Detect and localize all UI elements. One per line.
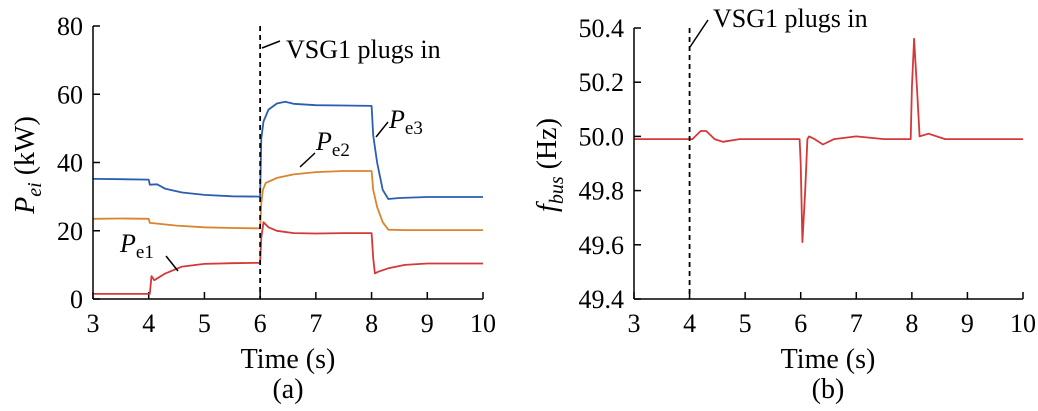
series-label-pe2: Pe2: [315, 127, 350, 161]
x-tick-label: 10: [470, 309, 496, 338]
x-tick-label: 4: [142, 309, 155, 338]
chart-a-y-tick-labels: 0 20 40 60 80: [57, 12, 83, 314]
chart-a-y-label: Pei (kW): [10, 116, 46, 215]
chart-b-y-tick-labels: 49.4 49.6 49.8 50.0 50.2 50.4: [579, 14, 625, 314]
x-tick-label: 6: [254, 309, 267, 338]
x-tick-label: 7: [850, 309, 863, 338]
chart-a-ticks: [92, 25, 484, 300]
chart-a-event-label: VSG1 plugs in: [286, 35, 441, 64]
chart-b-event-leader: [689, 19, 709, 48]
x-tick-label: 5: [739, 309, 752, 338]
y-tick-label: 80: [57, 12, 83, 41]
chart-b-y-label: fbus (Hz): [532, 118, 568, 212]
chart-b-caption: (b): [812, 374, 845, 405]
chart-b-series: [634, 37, 1023, 243]
x-tick-label: 8: [905, 309, 918, 338]
x-tick-label: 4: [683, 309, 696, 338]
x-tick-label: 3: [628, 309, 641, 338]
y-tick-label: 20: [57, 217, 83, 246]
x-tick-label: 7: [309, 309, 322, 338]
y-tick-label: 60: [57, 80, 83, 109]
leader-pe3: [375, 121, 389, 138]
chart-a-caption: (a): [272, 374, 303, 405]
chart-b: 3 4 5 6 7 8 9 10 49.4 49.6 49.8 50.0 50.2 50.4 VSG1 …: [532, 4, 1036, 405]
chart-b-x-tick-labels: 3 4 5 6 7 8 9 10: [628, 309, 1037, 338]
chart-a-x-label: Time (s): [241, 344, 336, 375]
x-tick-label: 3: [87, 309, 100, 338]
x-tick-label: 8: [365, 309, 378, 338]
leader-pe1: [165, 255, 179, 272]
y-tick-label: 40: [57, 149, 83, 178]
series-line-f-bus: [634, 37, 1023, 243]
chart-b-x-label: Time (s): [781, 344, 876, 375]
y-tick-label: 50.0: [579, 122, 625, 151]
chart-a: 3 4 5 6 7 8 9 10 0 20 40 60 80 VSG1 plugs in Pe3 Pe…: [10, 12, 496, 405]
y-tick-label: 49.6: [579, 231, 625, 260]
series-label-pe3: Pe3: [388, 105, 423, 139]
y-tick-label: 50.4: [579, 14, 625, 43]
chart-a-x-tick-labels: 3 4 5 6 7 8 9 10: [87, 309, 497, 338]
x-tick-label: 10: [1010, 309, 1036, 338]
series-line-p-e1: [93, 221, 483, 295]
series-line-p-e3: [92, 100, 483, 200]
x-tick-label: 9: [421, 309, 434, 338]
series-label-pe1: Pe1: [119, 229, 154, 263]
x-tick-label: 9: [961, 309, 974, 338]
y-tick-label: 50.2: [579, 68, 625, 97]
y-tick-label: 49.4: [579, 285, 625, 314]
y-tick-label: 0: [70, 285, 83, 314]
x-tick-label: 5: [198, 309, 211, 338]
series-line-p-e2: [92, 170, 483, 231]
x-tick-label: 6: [794, 309, 807, 338]
leader-pe2: [299, 152, 316, 168]
chart-a-event-leader: [261, 40, 281, 49]
chart-b-event-label: VSG1 plugs in: [713, 4, 868, 33]
y-tick-label: 49.8: [579, 177, 625, 206]
chart-a-series: [92, 100, 483, 295]
chart-b-ticks: [633, 27, 1024, 300]
